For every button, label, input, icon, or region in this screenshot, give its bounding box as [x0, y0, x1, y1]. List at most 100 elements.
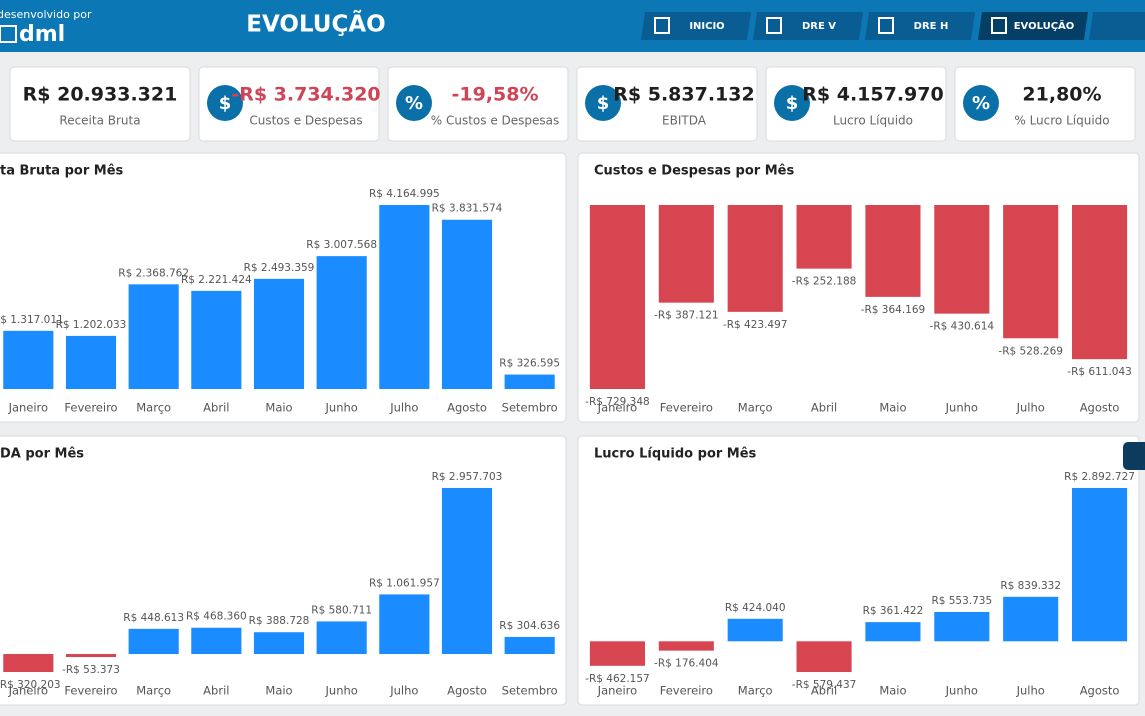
data-label: -R$ 252.188	[792, 276, 857, 288]
kpi-value: 21,80%	[1022, 84, 1101, 106]
x-tick-label: Junho	[325, 401, 358, 415]
bar	[128, 628, 179, 655]
back-button[interactable]	[1123, 442, 1145, 470]
x-tick-label: Janeiro	[597, 401, 638, 415]
page-title: EVOLUÇÃO	[246, 10, 385, 38]
data-label: -R$ 528.269	[998, 345, 1063, 357]
bar	[316, 621, 367, 655]
chart-panel	[577, 435, 1140, 706]
nav-label[interactable]: EVOLUÇÃO	[1014, 19, 1075, 32]
kpi-label: Lucro Líquido	[833, 114, 913, 128]
bar	[934, 611, 990, 642]
data-label: R$ 2.957.703	[432, 471, 503, 483]
bar	[796, 641, 852, 672]
bar	[865, 622, 921, 642]
kpi-label: % Custos e Despesas	[431, 114, 560, 128]
nav-icon	[878, 17, 894, 34]
kpi-value: -19,58%	[451, 84, 538, 106]
kpi-icon	[207, 85, 243, 121]
kpi-icon	[963, 85, 999, 121]
data-label: R$ 1.061.957	[369, 577, 440, 589]
x-tick-label: Agosto	[447, 401, 487, 415]
nav-button[interactable]	[1089, 12, 1145, 40]
bar	[1003, 596, 1059, 642]
kpi-card	[198, 66, 380, 142]
data-label: -R$ 364.169	[861, 304, 926, 316]
kpi-icon	[774, 85, 810, 121]
data-label: R$ 388.728	[249, 615, 310, 627]
bar	[589, 641, 645, 666]
x-tick-label: Março	[136, 684, 171, 698]
nav-label[interactable]: DRE V	[802, 21, 836, 32]
kpi-card	[9, 66, 191, 142]
bar	[441, 219, 493, 389]
data-label: R$ 3.007.568	[306, 239, 377, 251]
bar	[727, 205, 783, 312]
bar	[253, 632, 305, 655]
data-label: -R$ 53.373	[62, 664, 120, 676]
data-label: R$ 3.831.574	[432, 203, 503, 215]
data-label: R$ 326.595	[499, 358, 560, 370]
chart-title: Lucro Líquido por Mês	[594, 447, 757, 462]
bar	[658, 641, 714, 651]
x-tick-label: Maio	[265, 401, 292, 415]
x-tick-label: Janeiro	[8, 684, 49, 698]
bar	[3, 330, 54, 389]
data-label: -R$ 423.497	[723, 319, 788, 331]
x-tick-label: Julho	[1016, 401, 1045, 415]
data-label: R$ 424.040	[725, 602, 786, 614]
data-label: -R$ 579.437	[792, 679, 857, 691]
data-label: R$ 580.711	[311, 604, 372, 616]
x-tick-label: Junho	[945, 401, 978, 415]
kpi-icon-glyph: $	[786, 93, 799, 114]
x-tick-label: Abril	[811, 401, 837, 415]
kpi-label: Custos e Despesas	[249, 114, 362, 128]
data-label: R$ 468.360	[186, 611, 247, 623]
bar	[379, 205, 430, 389]
x-tick-label: Fevereiro	[64, 684, 117, 698]
nav-label[interactable]: DRE H	[914, 21, 949, 32]
data-label: -R$ 729.348	[585, 396, 650, 408]
kpi-value: R$ 4.157.970	[802, 84, 943, 106]
x-tick-label: Março	[738, 401, 773, 415]
x-tick-label: Agosto	[1080, 684, 1120, 698]
bar	[504, 636, 555, 655]
x-tick-label: Setembro	[502, 401, 558, 415]
x-tick-label: Fevereiro	[660, 684, 713, 698]
x-tick-label: Julho	[1016, 684, 1045, 698]
data-label: R$ 839.332	[1000, 580, 1061, 592]
kpi-card	[576, 66, 758, 142]
bar	[379, 594, 430, 655]
header-bar	[0, 0, 1145, 52]
bar	[65, 654, 117, 658]
bar	[253, 278, 305, 389]
x-tick-label: Janeiro	[8, 401, 49, 415]
kpi-label: EBITDA	[662, 114, 707, 128]
kpi-card	[954, 66, 1136, 142]
x-tick-label: Maio	[879, 684, 906, 698]
nav-icon	[654, 17, 670, 34]
kpi-label: % Lucro Líquido	[1014, 114, 1109, 128]
data-label: -R$ 387.121	[654, 310, 719, 322]
kpi-value: -R$ 3.734.320	[231, 84, 380, 106]
bar	[1003, 205, 1059, 339]
logo: dml	[19, 22, 65, 47]
chart-title: DA por Mês	[0, 447, 84, 462]
bar	[191, 290, 242, 389]
bar	[1072, 205, 1128, 360]
x-tick-label: Janeiro	[597, 684, 638, 698]
nav-icon	[766, 17, 782, 34]
bar	[128, 284, 179, 389]
kpi-card	[387, 66, 569, 142]
nav-label[interactable]: INICIO	[689, 21, 724, 32]
x-tick-label: Julho	[389, 684, 418, 698]
data-label: -R$ 320.203	[0, 679, 61, 691]
x-tick-label: Junho	[945, 684, 978, 698]
data-label: R$ 2.221.424	[181, 274, 252, 286]
bar	[504, 374, 555, 389]
logo-icon	[0, 25, 17, 43]
kpi-icon	[396, 85, 432, 121]
data-label: R$ 2.493.359	[244, 262, 315, 274]
bar	[1072, 488, 1128, 642]
